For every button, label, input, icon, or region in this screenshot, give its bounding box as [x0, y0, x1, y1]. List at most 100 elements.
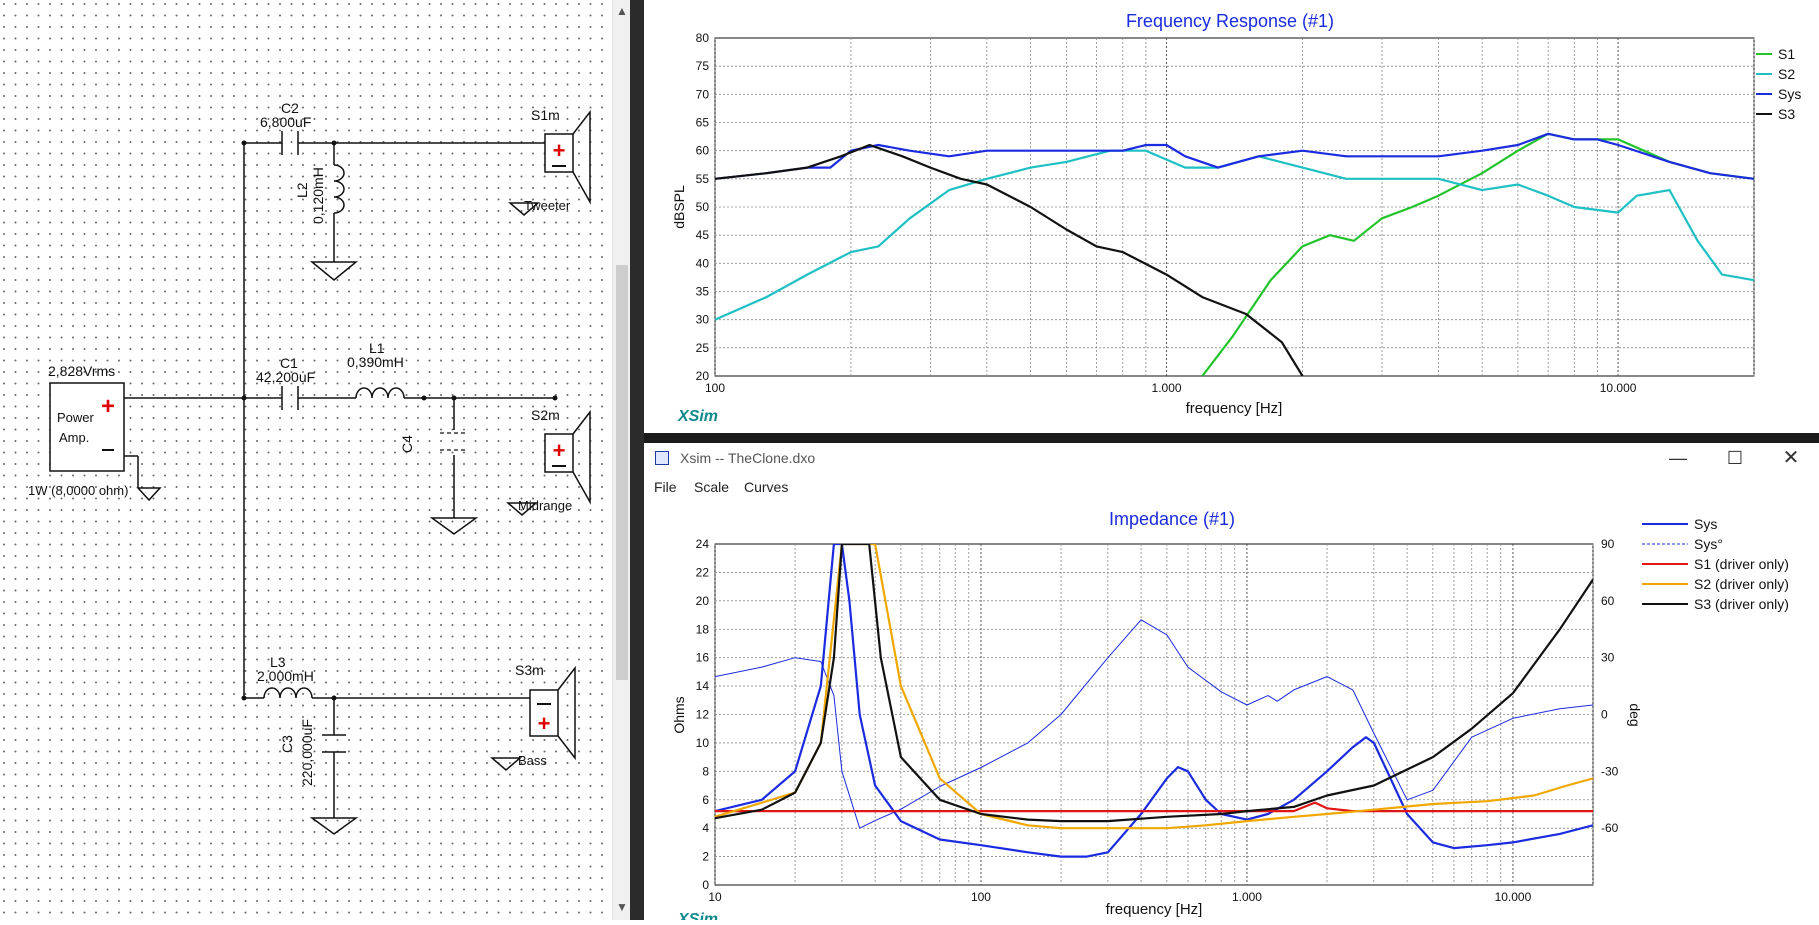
y-tick-label: 50	[696, 200, 710, 214]
power-amp[interactable]: +	[49, 382, 125, 472]
c2-value: 6,800uF	[260, 114, 311, 130]
inductor-l3[interactable]	[263, 687, 313, 699]
close-button[interactable]: ✕	[1782, 447, 1800, 469]
l1-name: L1	[369, 340, 385, 356]
svg-text:+: +	[101, 393, 115, 420]
scroll-down-arrow[interactable]: ▼	[616, 900, 628, 914]
imp-brand-label: XSim	[677, 911, 718, 920]
junction-dots	[241, 140, 558, 701]
menu-curves[interactable]: Curves	[744, 479, 789, 495]
window-titlebar[interactable]: Xsim -- TheClone.dxo — ☐ ✕	[644, 443, 1819, 475]
imp-gridlines	[714, 544, 1594, 885]
c3-name: C3	[279, 735, 295, 753]
scroll-thumb[interactable]	[616, 265, 628, 680]
xsim-impedance-window[interactable]: Xsim -- TheClone.dxo — ☐ ✕ File Scale Cu…	[644, 443, 1819, 925]
speaker-s3[interactable]: +	[529, 665, 576, 761]
inductor-l2[interactable]	[333, 164, 345, 214]
schematic-canvas[interactable]: + + + + 2,828Vrms Power Amp. 1W (8,0	[0, 0, 612, 920]
x-tick-label: 100	[705, 381, 725, 395]
scroll-up-arrow[interactable]: ▲	[616, 4, 628, 18]
y-tick-label: 6	[702, 793, 709, 807]
y2-tick-label: 30	[1601, 651, 1615, 665]
y2-tick-label: 60	[1601, 594, 1615, 608]
svg-text:+: +	[553, 438, 566, 463]
l3-value: 2,000mH	[257, 668, 314, 684]
l1-value: 0,390mH	[347, 354, 404, 370]
schematic-vertical-scrollbar[interactable]: ▲ ▼	[612, 0, 631, 920]
capacitor-c2[interactable]	[281, 131, 299, 155]
window-title: Xsim -- TheClone.dxo	[680, 450, 816, 466]
y-tick-label: 20	[696, 594, 710, 608]
l2-value: 0,120mH	[310, 167, 326, 224]
fr-legend: S1 S2 Sys S3	[1756, 46, 1801, 122]
y-tick-label: 45	[696, 228, 710, 242]
s3-name: S3m	[515, 662, 544, 678]
y-tick-label: 18	[696, 622, 710, 636]
capacitor-c1[interactable]	[281, 386, 299, 410]
fr-brand-label: XSim	[677, 408, 718, 425]
series-line-s1	[1201, 132, 1754, 376]
x-tick-label: 100	[971, 890, 991, 904]
c1-value: 42,200uF	[256, 369, 315, 385]
l2-name: L2	[294, 182, 310, 198]
window-separator	[644, 433, 1819, 443]
s2-name: S2m	[531, 407, 560, 423]
schematic-editor[interactable]: + + + + 2,828Vrms Power Amp. 1W (8,0	[0, 0, 630, 920]
y-tick-label: 70	[696, 87, 710, 101]
c1-name: C1	[280, 355, 298, 371]
menu-bar: File Scale Curves	[644, 475, 1819, 499]
legend-label: S1 (driver only)	[1694, 556, 1789, 572]
y-tick-label: 22	[696, 565, 710, 579]
y-tick-label: 4	[702, 821, 709, 835]
y-tick-label: 8	[702, 764, 709, 778]
source-rating-label: 1W (8,0000 ohm)	[28, 483, 128, 498]
y-tick-label: 24	[696, 537, 710, 551]
y-tick-label: 0	[702, 878, 709, 892]
speaker-s2[interactable]: +	[544, 409, 591, 505]
fr-x-axis-label: frequency [Hz]	[1186, 400, 1283, 417]
fr-gridlines	[714, 38, 1755, 376]
series-line-s2-driver-only-	[715, 544, 1593, 830]
y-tick-label: 12	[696, 708, 710, 722]
imp-series-lines	[715, 544, 1593, 858]
maximize-button[interactable]: ☐	[1726, 448, 1744, 468]
l3-name: L3	[270, 654, 286, 670]
series-line-s3-driver-only-	[715, 544, 1593, 823]
fr-y-axis-label: dBSPL	[671, 185, 687, 229]
frequency-response-chart[interactable]: Frequency Response (#1) 20 25 30 35 40 45 50 55…	[644, 0, 1819, 433]
menu-file[interactable]: File	[654, 479, 677, 495]
c2-name: C2	[281, 100, 299, 116]
window-divider	[630, 0, 644, 920]
x-tick-label: 1.000	[1232, 890, 1262, 904]
c4-name: C4	[399, 435, 415, 453]
imp-y-axis-label: Ohms	[671, 696, 687, 733]
menu-scale[interactable]: Scale	[694, 479, 730, 495]
y-tick-label: 2	[702, 850, 709, 864]
imp-x-axis-label: frequency [Hz]	[1106, 901, 1203, 918]
y-tick-label: 10	[696, 736, 710, 750]
y-tick-label: 80	[696, 31, 710, 45]
capacitor-c4[interactable]	[440, 432, 468, 451]
y2-tick-label: 0	[1601, 708, 1608, 722]
series-line-s3	[715, 143, 1304, 376]
speaker-s1[interactable]: +	[544, 109, 591, 205]
capacitor-c3[interactable]	[322, 734, 346, 753]
s1-name: S1m	[531, 107, 560, 123]
imp-y2-tick-labels: -60 -30 0 30 60 90	[1601, 537, 1619, 835]
imp-y2-axis-label: deg	[1627, 703, 1643, 726]
frequency-response-window[interactable]: Frequency Response (#1) 20 25 30 35 40 45 50 55…	[644, 0, 1819, 433]
legend-label: S1	[1778, 46, 1795, 62]
minimize-button[interactable]: —	[1669, 448, 1687, 468]
y-tick-label: 16	[696, 651, 710, 665]
inductor-l1[interactable]	[355, 387, 405, 399]
y2-tick-label: -30	[1601, 764, 1619, 778]
fr-chart-title: Frequency Response (#1)	[1126, 11, 1334, 31]
y-tick-label: 55	[696, 172, 710, 186]
series-line-sys	[715, 544, 1593, 858]
y-tick-label: 20	[696, 369, 710, 383]
legend-label: Sys	[1778, 86, 1801, 102]
source-label-2: Amp.	[59, 430, 89, 445]
y2-tick-label: -60	[1601, 821, 1619, 835]
